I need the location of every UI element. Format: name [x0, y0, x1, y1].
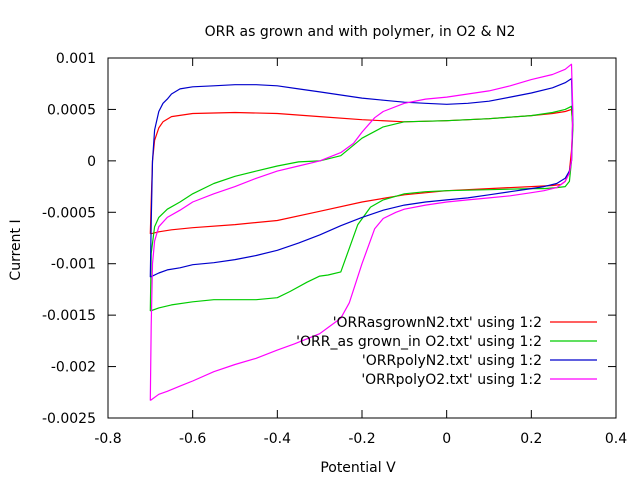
series-line-3 [149, 77, 574, 278]
legend-label: 'ORR_as grown_in O2.txt' using 1:2 [296, 334, 542, 350]
x-tick-label: 0.4 [605, 431, 627, 447]
x-tick-label: -0.6 [179, 431, 206, 447]
y-tick-label: 0.001 [56, 51, 96, 67]
plot-frame [107, 57, 617, 419]
series-line-4 [149, 63, 574, 401]
y-tick-label: -0.002 [51, 360, 96, 376]
legend-label: 'ORRpolyN2.txt' using 1:2 [362, 353, 542, 369]
axis-ticks: -0.8 -0.6 -0.4 -0.2 0 0.2 0.4 -0.0025 -0.002 -0.0… [42, 51, 627, 447]
y-tick-label: -0.0025 [42, 411, 96, 427]
series-line-2 [149, 105, 574, 312]
x-tick-label: 0 [442, 431, 451, 447]
y-tick-label: -0.0005 [42, 205, 96, 221]
series-lines [149, 63, 574, 401]
legend-label: 'ORRasgrownN2.txt' using 1:2 [333, 315, 542, 331]
y-axis-label: Current I [8, 219, 24, 280]
y-tick-label: 0.0005 [47, 102, 96, 118]
legend: 'ORRasgrownN2.txt' using 1:2 'ORR_as grow… [296, 315, 597, 388]
y-tick-label: -0.0015 [42, 308, 96, 324]
x-tick-label: -0.4 [264, 431, 291, 447]
y-tick-label: -0.001 [51, 257, 96, 273]
x-tick-label: -0.2 [348, 431, 375, 447]
x-tick-label: -0.8 [94, 431, 121, 447]
y-tick-label: 0 [87, 154, 96, 170]
x-axis-label: Potential V [320, 460, 396, 476]
x-tick-label: 0.2 [520, 431, 542, 447]
chart-title: ORR as grown and with polymer, in O2 & N… [205, 24, 516, 40]
legend-label: 'ORRpolyO2.txt' using 1:2 [361, 372, 542, 388]
